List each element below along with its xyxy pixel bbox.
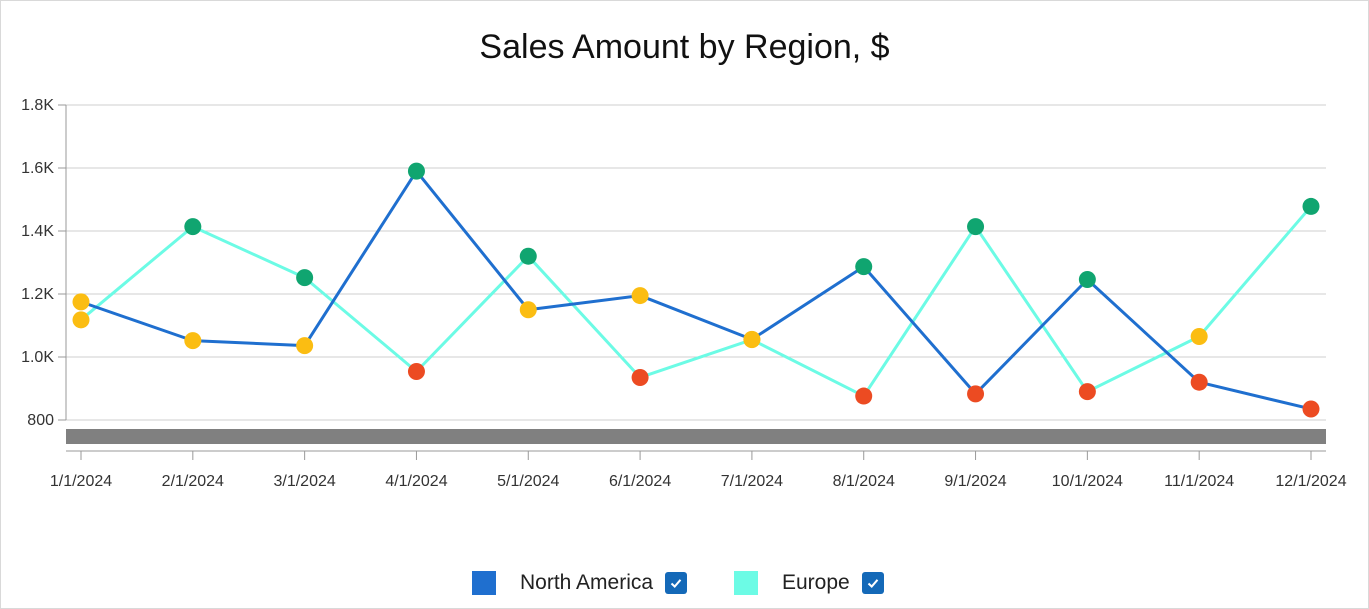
data-point-north-america[interactable]	[184, 332, 202, 350]
x-tick-label: 4/1/2024	[385, 473, 447, 490]
x-tick-label: 1/1/2024	[50, 473, 112, 490]
legend-label-north-america: North America	[520, 571, 654, 594]
series-line-north-america	[80, 169, 1312, 411]
data-point-north-america[interactable]	[1302, 400, 1320, 418]
checkbox-europe[interactable]	[861, 572, 884, 594]
x-tick-label: 8/1/2024	[833, 473, 895, 490]
data-point-europe[interactable]	[855, 387, 873, 405]
data-point-europe[interactable]	[1302, 197, 1320, 215]
check-icon	[867, 579, 878, 588]
data-point-north-america[interactable]	[631, 287, 649, 305]
legend-item-europe[interactable]: Europe	[734, 567, 884, 599]
data-point-north-america[interactable]	[1078, 271, 1096, 289]
data-point-north-america[interactable]	[967, 385, 985, 403]
data-point-north-america[interactable]	[296, 337, 314, 355]
data-point-north-america[interactable]	[407, 162, 425, 180]
y-tick-label: 1.4K	[21, 223, 54, 240]
data-point-europe[interactable]	[967, 218, 985, 236]
data-point-europe[interactable]	[72, 311, 90, 329]
x-tick-label: 6/1/2024	[609, 473, 671, 490]
checkbox-north-america[interactable]	[665, 572, 688, 594]
x-tick-label: 10/1/2024	[1052, 473, 1123, 490]
x-tick-label: 2/1/2024	[162, 473, 224, 490]
data-point-europe[interactable]	[1190, 328, 1208, 346]
data-point-north-america[interactable]	[72, 293, 90, 311]
check-icon	[670, 579, 682, 588]
data-point-north-america[interactable]	[855, 258, 873, 276]
data-point-europe[interactable]	[1078, 383, 1096, 401]
y-tick-label: 1.6K	[21, 160, 54, 177]
x-tick-label: 12/1/2024	[1275, 473, 1346, 490]
data-point-europe[interactable]	[519, 247, 537, 265]
legend-swatch-europe	[734, 571, 758, 595]
x-tick-label: 7/1/2024	[721, 473, 783, 490]
x-tick-label: 5/1/2024	[497, 473, 559, 490]
x-tick-label: 9/1/2024	[944, 473, 1006, 490]
data-point-europe[interactable]	[407, 362, 425, 380]
y-tick-label: 1.0K	[21, 349, 54, 366]
line-chart: 800 1.0K 1.2K 1.4K 1.6K 1.8K 1/1/2024 2/1/2024 3…	[21, 97, 1347, 490]
x-tick-label: 3/1/2024	[273, 473, 335, 490]
legend-swatch-north-america	[472, 571, 496, 595]
legend-item-north-america[interactable]: North America	[472, 567, 688, 599]
y-tick-label: 1.2K	[21, 286, 54, 303]
data-point-europe[interactable]	[184, 218, 202, 236]
data-point-north-america[interactable]	[519, 301, 537, 319]
series-line-europe	[80, 205, 1313, 398]
legend: North America Europe	[0, 567, 1369, 599]
chart-title: Sales Amount by Region, $	[479, 28, 890, 66]
legend-label-europe: Europe	[782, 571, 850, 594]
data-point-north-america[interactable]	[743, 330, 761, 348]
scroll-bar[interactable]	[66, 429, 1326, 444]
y-tick-label: 800	[27, 412, 54, 429]
data-point-north-america[interactable]	[1190, 373, 1208, 391]
x-tick-label: 11/1/2024	[1164, 473, 1234, 490]
data-point-europe[interactable]	[296, 269, 314, 287]
y-tick-label: 1.8K	[21, 97, 54, 114]
data-point-europe[interactable]	[631, 368, 649, 386]
